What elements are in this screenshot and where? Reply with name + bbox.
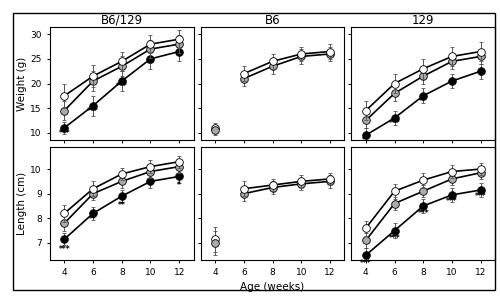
Text: ***: ***: [388, 119, 400, 128]
Text: ***: ***: [418, 209, 429, 218]
Text: **: **: [89, 216, 97, 225]
Text: **: **: [420, 97, 427, 106]
Title: B6/129: B6/129: [100, 14, 143, 27]
Text: **: **: [118, 201, 126, 210]
Text: ***: ***: [446, 197, 458, 206]
Text: ***: ***: [360, 259, 372, 268]
Text: **: **: [146, 60, 154, 69]
X-axis label: Age (weeks): Age (weeks): [240, 282, 304, 292]
Text: ***: ***: [388, 234, 400, 243]
Text: ***: ***: [116, 82, 128, 91]
Title: 129: 129: [412, 14, 434, 27]
Text: ***: ***: [88, 106, 99, 115]
Text: ***: ***: [475, 192, 486, 201]
Text: *: *: [478, 72, 482, 81]
Y-axis label: Weight (g): Weight (g): [18, 57, 28, 111]
Text: *: *: [178, 181, 181, 190]
Text: ***: ***: [58, 129, 70, 138]
Y-axis label: Length (cm): Length (cm): [18, 172, 28, 235]
Text: ***: ***: [58, 245, 70, 254]
Text: **: **: [362, 136, 370, 145]
Title: B6: B6: [264, 14, 280, 27]
